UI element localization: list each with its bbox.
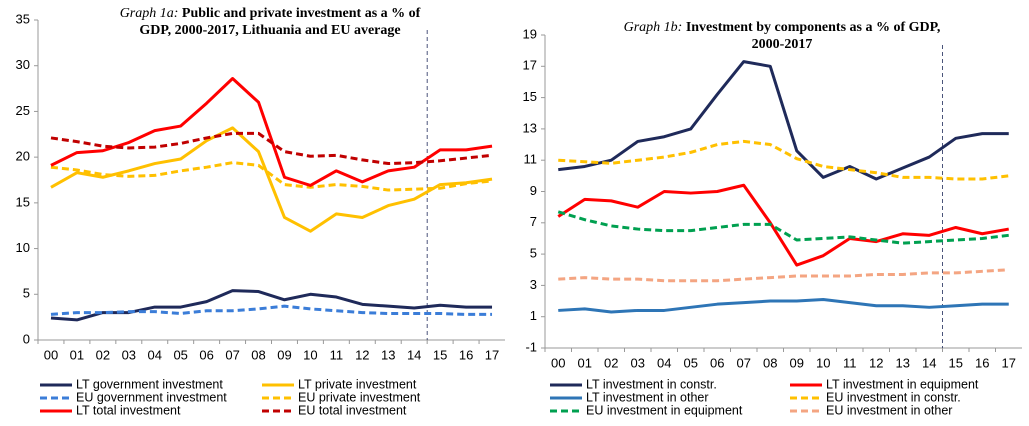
legend-label: LT government investment — [76, 377, 223, 391]
y-tick-label: 9 — [530, 183, 537, 198]
series-line — [50, 289, 493, 322]
series-line — [50, 131, 493, 166]
x-tick-label: 02 — [96, 347, 110, 362]
series-line — [50, 77, 493, 187]
title-line: Public and private investment as a % of — [182, 6, 421, 21]
legend-label: LT investment in constr. — [586, 377, 717, 391]
legend-label: EU government investment — [76, 390, 227, 404]
series-line — [558, 268, 1009, 283]
legend-label: LT investment in equipment — [826, 377, 979, 391]
legend-label: EU private investment — [298, 390, 421, 404]
x-tick-label: 14 — [922, 355, 936, 370]
x-tick-label: 15 — [433, 347, 447, 362]
x-tick-label: 08 — [763, 355, 777, 370]
x-tick-label: 02 — [604, 355, 618, 370]
x-tick-label: 16 — [975, 355, 989, 370]
y-tick-label: 5 — [23, 286, 30, 301]
y-tick-label: 35 — [16, 11, 30, 26]
chart-title: GDP, 2000-2017, Lithuania and EU average — [139, 23, 400, 38]
x-tick-label: 04 — [657, 355, 671, 370]
y-tick-label: 30 — [16, 57, 30, 72]
legend-label: EU total investment — [298, 403, 407, 417]
y-tick-label: 7 — [530, 214, 537, 229]
x-tick-label: 04 — [148, 347, 162, 362]
legend-label: LT total investment — [76, 403, 181, 417]
chart-title: Graph 1b: Investment by components as a … — [624, 20, 941, 35]
x-tick-label: 17 — [485, 347, 499, 362]
legend-label: EU investment in other — [826, 403, 952, 417]
x-tick-label: 09 — [790, 355, 804, 370]
x-tick-label: 01 — [70, 347, 84, 362]
y-tick-label: 17 — [523, 58, 537, 73]
series-line — [558, 297, 1009, 314]
y-tick-label: 15 — [523, 89, 537, 104]
x-tick-label: 13 — [381, 347, 395, 362]
y-tick-label: 13 — [523, 120, 537, 135]
chart-title: Graph 1a: Public and private investment … — [120, 6, 421, 21]
x-tick-label: 14 — [407, 347, 421, 362]
y-tick-label: 15 — [16, 194, 30, 209]
x-tick-label: 12 — [355, 347, 369, 362]
x-tick-label: 03 — [631, 355, 645, 370]
title-prefix: Graph 1a: — [120, 6, 179, 21]
legend-label: LT investment in other — [586, 390, 709, 404]
x-tick-label: 15 — [949, 355, 963, 370]
x-tick-label: 11 — [843, 355, 857, 370]
x-tick-label: 09 — [277, 347, 291, 362]
legend-label: LT private investment — [298, 377, 417, 391]
legend-label: EU investment in equipment — [586, 403, 743, 417]
x-tick-label: 01 — [578, 355, 592, 370]
series-line — [50, 126, 493, 233]
y-tick-label: 1 — [530, 308, 537, 323]
x-tick-label: 05 — [173, 347, 187, 362]
x-tick-label: 11 — [330, 347, 344, 362]
x-tick-label: 13 — [896, 355, 910, 370]
x-tick-label: 03 — [122, 347, 136, 362]
series-line — [558, 60, 1009, 181]
x-tick-label: 12 — [869, 355, 883, 370]
title-line: Investment by components as a % of GDP, — [686, 20, 941, 35]
y-tick-label: 5 — [530, 246, 537, 261]
series-line — [50, 161, 493, 192]
x-tick-label: 10 — [816, 355, 830, 370]
x-tick-label: 00 — [44, 347, 58, 362]
x-tick-label: 10 — [303, 347, 317, 362]
series-line — [557, 210, 1009, 245]
series-line — [557, 183, 1010, 267]
legend-label: EU investment in constr. — [826, 390, 961, 404]
series-line — [50, 304, 493, 316]
x-tick-label: 00 — [551, 355, 565, 370]
x-tick-label: 07 — [225, 347, 239, 362]
y-tick-label: 20 — [16, 149, 30, 164]
y-tick-label: 11 — [524, 152, 538, 167]
x-tick-label: 06 — [710, 355, 724, 370]
y-tick-label: 19 — [523, 26, 537, 41]
y-tick-label: 10 — [16, 240, 30, 255]
title-prefix: Graph 1b: — [624, 20, 683, 35]
chart-title: 2000-2017 — [752, 37, 813, 52]
x-tick-label: 06 — [199, 347, 213, 362]
y-tick-label: -1 — [525, 339, 537, 354]
y-tick-label: 3 — [530, 277, 537, 292]
x-tick-label: 08 — [251, 347, 265, 362]
y-tick-label: 25 — [16, 103, 30, 118]
x-tick-label: 05 — [684, 355, 698, 370]
x-tick-label: 16 — [459, 347, 473, 362]
x-tick-label: 17 — [1002, 355, 1016, 370]
x-tick-label: 07 — [737, 355, 751, 370]
y-tick-label: 0 — [23, 331, 30, 346]
